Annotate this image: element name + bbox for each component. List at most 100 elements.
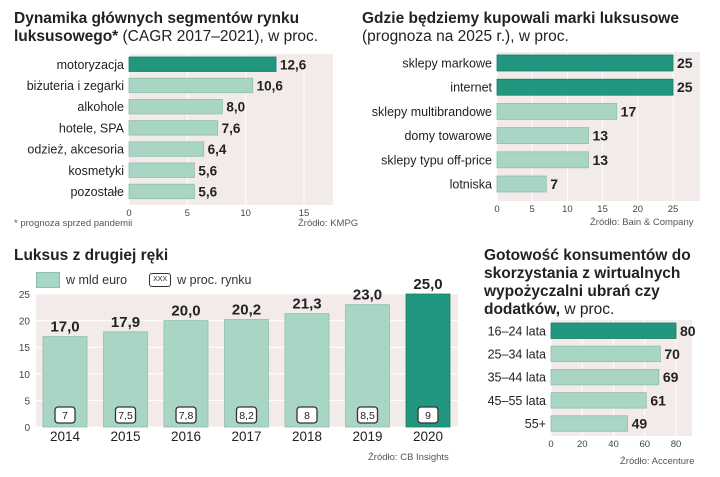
segments-tick-label: 15 (299, 208, 310, 219)
secondhand-share-box (175, 406, 197, 424)
virtual-title: Gotowość konsumentów do skorzystania z w… (484, 247, 714, 319)
secondhand-title: Luksus z drugiej ręki (14, 247, 168, 265)
channels-value-label: 25 (677, 79, 693, 95)
segments-bar (128, 120, 219, 136)
segments-footnote: * prognoza sprzed pandemii (14, 218, 133, 229)
segments-title: Dynamika głównych segmentów rynku luksus… (14, 10, 354, 46)
segments-category-label: kosmetyki (68, 164, 124, 178)
secondhand-legend: w mld euro XXX w proc. rynku (36, 272, 251, 288)
segments-bar (128, 77, 254, 94)
secondhand-year-label: 2016 (171, 429, 201, 444)
secondhand-share-label: 8,2 (239, 410, 254, 422)
channels-title-bold: Gdzie będziemy kupowali marki luksusowe (362, 10, 679, 27)
secondhand-share-box (235, 406, 258, 424)
segments-title-rest: (CAGR 2017–2021), w proc. (118, 28, 319, 45)
segments-category-label: odzież, akcesoria (27, 143, 124, 157)
segments-value-label: 7,6 (222, 121, 241, 136)
secondhand-value-label: 20,0 (171, 303, 200, 320)
segments-bar (128, 56, 277, 72)
channels-bar (496, 175, 547, 193)
channels-source: Źródło: Bain & Company (590, 217, 694, 228)
virtual-category-label: 45–55 lata (488, 394, 546, 408)
virtual-bar (550, 345, 661, 363)
secondhand-share-box (114, 406, 137, 424)
secondhand-share-label: 8,5 (360, 410, 375, 422)
channels-title-rest: (prognoza na 2025 r.), w proc. (362, 28, 569, 45)
legend-label-mld: w mld euro (66, 273, 128, 287)
segments-category-label: pozostałe (70, 185, 124, 199)
secondhand-share-label: 7,5 (118, 410, 133, 422)
segments-value-label: 5,6 (198, 163, 217, 178)
segments-value-label: 5,6 (198, 184, 217, 199)
virtual-value-label: 61 (650, 392, 666, 408)
secondhand-value-label: 21,3 (292, 296, 321, 313)
channels-category-label: internet (450, 81, 492, 95)
secondhand-share-label: 7,8 (179, 410, 194, 422)
channels-category-label: sklepy typu off-price (381, 153, 492, 167)
virtual-value-label: 69 (663, 369, 679, 385)
channels-bar (496, 151, 589, 169)
secondhand-year-label: 2018 (292, 429, 322, 444)
secondhand-year-label: 2015 (110, 429, 140, 444)
channels-category-label: domy towarowe (404, 129, 492, 143)
secondhand-year-label: 2017 (231, 429, 261, 444)
channels-tick-label: 10 (562, 204, 573, 215)
segments-value-label: 8,0 (226, 100, 245, 115)
secondhand-value-label: 20,2 (232, 302, 261, 319)
segments-source: Źródło: KMPG (298, 218, 359, 229)
segments-tick-label: 0 (126, 208, 131, 219)
secondhand-share-label: 8 (304, 410, 310, 422)
segments-category-label: alkohole (77, 100, 124, 114)
secondhand-share-label: 7 (62, 410, 68, 422)
virtual-tick-label: 40 (608, 439, 619, 450)
virtual-bar (550, 322, 677, 339)
channels-tick-label: 0 (494, 204, 499, 215)
virtual-category-label: 35–44 lata (488, 371, 546, 385)
secondhand-year-label: 2020 (413, 429, 443, 444)
secondhand-title-bold: Luksus z drugiej ręki (14, 247, 169, 264)
segments-value-label: 12,6 (280, 57, 307, 72)
secondhand-tick-label: 20 (19, 317, 31, 328)
virtual-source: Źródło: Accenture (620, 456, 695, 467)
channels-value-label: 25 (677, 55, 693, 71)
channels-bar (496, 78, 674, 96)
secondhand-share-box (296, 406, 318, 424)
segments-tick-label: 5 (185, 208, 190, 219)
secondhand-bar (405, 293, 451, 428)
channels-value-label: 13 (593, 152, 609, 168)
channels-value-label: 17 (621, 103, 637, 119)
secondhand-tick-label: 10 (19, 370, 31, 381)
secondhand-tick-label: 5 (24, 396, 30, 407)
secondhand-tick-label: 15 (19, 343, 31, 354)
segments-value-label: 6,4 (208, 142, 227, 157)
secondhand-value-label: 25,0 (413, 276, 442, 293)
channels-tick-label: 20 (633, 204, 644, 215)
virtual-value-label: 70 (664, 346, 680, 362)
virtual-value-label: 80 (680, 323, 696, 339)
channels-bar (496, 103, 618, 120)
virtual-bar (550, 415, 628, 432)
virtual-title-rest: w proc. (560, 301, 615, 318)
secondhand-share-box (356, 406, 379, 424)
channels-tick-label: 15 (597, 204, 608, 215)
segments-bar (128, 183, 195, 200)
channels-bar (496, 54, 674, 72)
secondhand-year-label: 2019 (352, 429, 382, 444)
secondhand-value-label: 17,0 (50, 319, 79, 336)
segments-category-label: motoryzacja (57, 58, 124, 72)
segments-bar (128, 162, 195, 178)
virtual-tick-label: 60 (639, 439, 650, 450)
channels-category-label: sklepy markowe (402, 57, 492, 71)
segments-category-label: hotele, SPA (59, 121, 125, 135)
virtual-title-bold: Gotowość konsumentów do skorzystania z w… (484, 247, 691, 318)
virtual-bar (550, 392, 647, 409)
secondhand-share-label: 9 (425, 410, 431, 422)
segments-title-bold: Dynamika głównych segmentów rynku luksus… (14, 10, 300, 45)
virtual-tick-label: 80 (671, 439, 682, 450)
virtual-tick-label: 0 (548, 439, 553, 450)
channels-category-label: sklepy multibrandowe (372, 105, 492, 119)
channels-tick-label: 25 (668, 204, 679, 215)
virtual-category-label: 55+ (525, 417, 546, 431)
virtual-category-label: 16–24 lata (488, 324, 546, 338)
